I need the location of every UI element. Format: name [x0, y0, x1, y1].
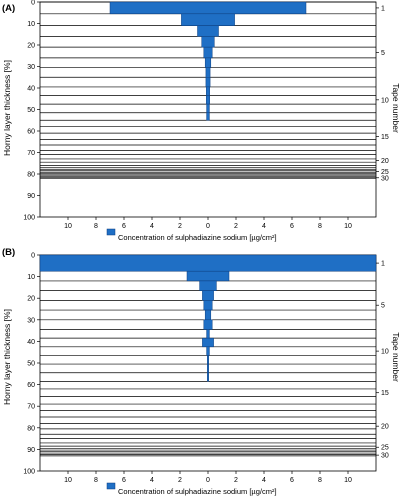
x-tick-label-b: 4 — [150, 477, 154, 484]
panel-label-a: (A) — [2, 3, 15, 14]
data-bar-a — [197, 25, 219, 37]
y-tick-label-b: 0 — [31, 253, 35, 260]
y2-tick-label-a: 30 — [381, 175, 389, 182]
x-tick-label-a: 6 — [290, 223, 294, 230]
y-tick-label-a: 100 — [23, 215, 35, 222]
data-bar-a — [205, 77, 211, 88]
y2-tick-label-b: 5 — [381, 303, 385, 310]
y-tick-label-a: 80 — [27, 172, 35, 179]
data-bar-b — [203, 300, 213, 311]
data-bar-a — [204, 57, 212, 68]
y2-tick-label-b: 10 — [381, 349, 389, 356]
y2-tick-label-a: 20 — [381, 158, 389, 165]
legend-swatch-a — [106, 228, 116, 236]
y2-tick-label-a: 15 — [381, 134, 389, 141]
y-tick-label-b: 30 — [27, 317, 35, 324]
data-bar-b — [207, 355, 209, 365]
legend-text-b: Concentration of sulphadiazine sodium [µ… — [118, 487, 277, 496]
y2-axis-title-b: Tape number — [391, 332, 400, 382]
data-bar-a — [205, 67, 211, 78]
y-tick-label-b: 100 — [23, 469, 35, 476]
y2-tick-label-b: 30 — [381, 453, 389, 460]
x-tick-label-b: 4 — [262, 477, 266, 484]
y-tick-label-a: 90 — [27, 193, 35, 200]
x-tick-label-a: 6 — [122, 223, 126, 230]
y2-tick-label-a: 10 — [381, 97, 389, 104]
x-tick-label-b: 6 — [290, 477, 294, 484]
data-bar-b — [206, 346, 210, 356]
x-tick-label-a: 10 — [64, 223, 72, 230]
data-bar-a — [206, 112, 210, 121]
data-bar-b — [207, 363, 209, 373]
y-axis-title-a: Horny layer thickness [%] — [2, 60, 12, 156]
y-tick-label-b: 60 — [27, 382, 35, 389]
y-tick-label-b: 10 — [27, 274, 35, 281]
chart-panel-b: (B) Horny layer thickness [%] Tape numbe… — [2, 247, 400, 496]
data-bar-a — [203, 46, 213, 59]
x-tick-label-b: 10 — [344, 477, 352, 484]
y-axis-title-b: Horny layer thickness [%] — [2, 309, 12, 405]
legend-swatch-b — [106, 482, 116, 490]
data-bar-a — [206, 95, 210, 105]
y-tick-label-b: 40 — [27, 339, 35, 346]
x-tick-label-b: 2 — [178, 477, 182, 484]
data-bar-a — [206, 86, 210, 96]
y-tick-label-a: 20 — [27, 43, 35, 50]
y2-tick-label-a: 5 — [381, 50, 385, 57]
x-tick-label-a: 4 — [150, 223, 154, 230]
panel-label-b: (B) — [2, 247, 15, 258]
chart-panel-a: (A) Horny layer thickness [%] Tape numbe… — [2, 0, 400, 242]
y-tick-label-b: 50 — [27, 361, 35, 368]
x-tick-label-b: 6 — [122, 477, 126, 484]
x-tick-label-b: 8 — [318, 477, 322, 484]
data-bar-b — [202, 337, 214, 348]
x-tick-label-b: 10 — [64, 477, 72, 484]
x-tick-label-b: 0 — [206, 477, 210, 484]
y2-tick-label-b: 25 — [381, 445, 389, 452]
data-bar-a — [206, 103, 210, 113]
y-tick-label-a: 70 — [27, 150, 35, 157]
x-tick-label-a: 10 — [344, 223, 352, 230]
x-tick-label-a: 8 — [318, 223, 322, 230]
data-bar-b — [202, 290, 214, 301]
y2-tick-label-b: 20 — [381, 424, 389, 431]
y2-axis-title-a: Tape number — [391, 83, 400, 133]
data-bar-b — [186, 270, 230, 282]
data-bar-b — [204, 309, 212, 321]
y-tick-label-a: 0 — [31, 0, 35, 7]
x-tick-label-a: 8 — [94, 223, 98, 230]
legend-text-a: Concentration of sulphadiazine sodium [µ… — [118, 233, 277, 242]
data-bar-a — [109, 1, 307, 15]
y2-tick-label-a: 25 — [381, 169, 389, 176]
data-bar-b — [199, 280, 217, 291]
x-tick-label-a: 2 — [178, 223, 182, 230]
y2-tick-label-a: 1 — [381, 5, 385, 12]
y-tick-label-b: 20 — [27, 296, 35, 303]
y-tick-label-b: 80 — [27, 425, 35, 432]
x-tick-label-a: 2 — [234, 223, 238, 230]
y2-tick-label-b: 15 — [381, 390, 389, 397]
y2-tick-label-b: 1 — [381, 261, 385, 268]
x-tick-label-b: 2 — [234, 477, 238, 484]
data-bar-a — [201, 36, 215, 48]
y-tick-label-a: 30 — [27, 64, 35, 71]
data-bar-a — [181, 13, 235, 26]
data-bar-b — [203, 319, 213, 330]
y-tick-label-a: 50 — [27, 107, 35, 114]
data-bar-b — [206, 329, 210, 339]
y-tick-label-b: 90 — [27, 447, 35, 454]
x-tick-label-a: 0 — [206, 223, 210, 230]
x-tick-label-b: 8 — [94, 477, 98, 484]
y-tick-label-a: 10 — [27, 21, 35, 28]
y-tick-label-b: 70 — [27, 404, 35, 411]
data-bar-b — [207, 372, 209, 382]
x-tick-label-a: 4 — [262, 223, 266, 230]
data-bar-b — [39, 254, 377, 272]
y-tick-label-a: 40 — [27, 86, 35, 93]
y-tick-label-a: 60 — [27, 129, 35, 136]
